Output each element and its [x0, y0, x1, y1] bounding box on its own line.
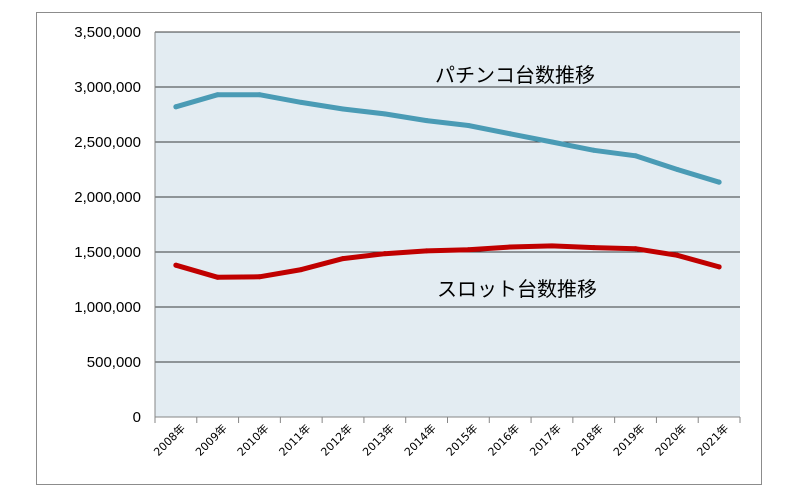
y-tick-label: 2,000,000 [74, 189, 141, 206]
y-tick-label: 3,000,000 [74, 79, 141, 96]
data-point [256, 274, 262, 280]
data-point [591, 147, 597, 153]
data-point [424, 248, 430, 254]
data-point [549, 243, 555, 249]
data-point [173, 104, 179, 110]
data-point [340, 106, 346, 112]
y-tick-label: 500,000 [87, 354, 141, 371]
x-tick-label: 2010年 [234, 421, 271, 458]
x-tick-label: 2011年 [276, 421, 313, 458]
x-tick-label: 2014年 [401, 421, 438, 458]
data-point [674, 252, 680, 258]
x-tick-label: 2020年 [652, 421, 689, 458]
y-tick-label: 2,500,000 [74, 134, 141, 151]
series-line-pachinko [173, 92, 722, 185]
x-tick-label: 2018年 [568, 421, 605, 458]
data-point [340, 256, 346, 262]
x-tick-label: 2017年 [527, 421, 564, 458]
x-tick-label: 2012年 [318, 421, 355, 458]
y-tick-label: 1,500,000 [74, 244, 141, 261]
data-point [298, 267, 304, 273]
data-point [173, 262, 179, 268]
x-tick-label: 2009年 [192, 421, 229, 458]
data-point [549, 139, 555, 145]
plot-area [155, 32, 740, 417]
data-point [215, 92, 221, 98]
x-tick-label: 2019年 [610, 421, 647, 458]
series-line-slot [173, 243, 722, 280]
data-point [716, 264, 722, 270]
data-point [716, 179, 722, 185]
x-tick-label: 2021年 [694, 421, 731, 458]
x-tick-label: 2015年 [443, 421, 480, 458]
y-tick-label: 0 [133, 409, 141, 426]
data-point [215, 274, 221, 280]
y-tick-label: 1,000,000 [74, 299, 141, 316]
data-point [633, 246, 639, 252]
data-point [424, 118, 430, 124]
data-point [465, 247, 471, 253]
x-tick-label: 2008年 [151, 421, 188, 458]
x-tick-label: 2016年 [485, 421, 522, 458]
data-point [298, 99, 304, 105]
series-label-slot: スロット台数推移 [437, 277, 597, 301]
x-tick-label: 2013年 [359, 421, 396, 458]
data-point [674, 167, 680, 172]
data-point [256, 92, 262, 98]
data-point [591, 245, 597, 251]
data-point [507, 244, 513, 250]
data-point [382, 111, 388, 117]
series-label-pachinko: パチンコ台数推移 [435, 63, 595, 87]
data-point [633, 153, 639, 159]
y-tick-label: 3,500,000 [74, 24, 141, 41]
data-point [507, 131, 513, 137]
data-point [465, 123, 471, 128]
data-point [382, 251, 388, 257]
